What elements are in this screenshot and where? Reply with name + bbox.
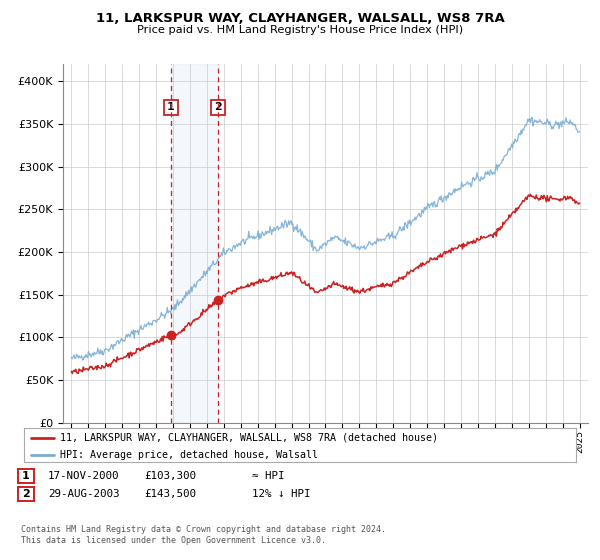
Text: 2: 2 [22, 489, 29, 499]
Text: £143,500: £143,500 [144, 489, 196, 499]
Text: HPI: Average price, detached house, Walsall: HPI: Average price, detached house, Wals… [60, 450, 318, 460]
Text: 2: 2 [214, 102, 222, 113]
Text: This data is licensed under the Open Government Licence v3.0.: This data is licensed under the Open Gov… [21, 536, 326, 545]
Text: Contains HM Land Registry data © Crown copyright and database right 2024.: Contains HM Land Registry data © Crown c… [21, 525, 386, 534]
Text: ≈ HPI: ≈ HPI [252, 471, 284, 481]
Text: 1: 1 [22, 471, 29, 481]
Text: 1: 1 [167, 102, 175, 113]
Text: 11, LARKSPUR WAY, CLAYHANGER, WALSALL, WS8 7RA (detached house): 11, LARKSPUR WAY, CLAYHANGER, WALSALL, W… [60, 433, 438, 443]
Text: 17-NOV-2000: 17-NOV-2000 [48, 471, 119, 481]
Text: Price paid vs. HM Land Registry's House Price Index (HPI): Price paid vs. HM Land Registry's House … [137, 25, 463, 35]
Bar [171, 64, 218, 423]
Text: £103,300: £103,300 [144, 471, 196, 481]
Text: 29-AUG-2003: 29-AUG-2003 [48, 489, 119, 499]
Text: 11, LARKSPUR WAY, CLAYHANGER, WALSALL, WS8 7RA: 11, LARKSPUR WAY, CLAYHANGER, WALSALL, W… [95, 12, 505, 25]
Text: 12% ↓ HPI: 12% ↓ HPI [252, 489, 311, 499]
